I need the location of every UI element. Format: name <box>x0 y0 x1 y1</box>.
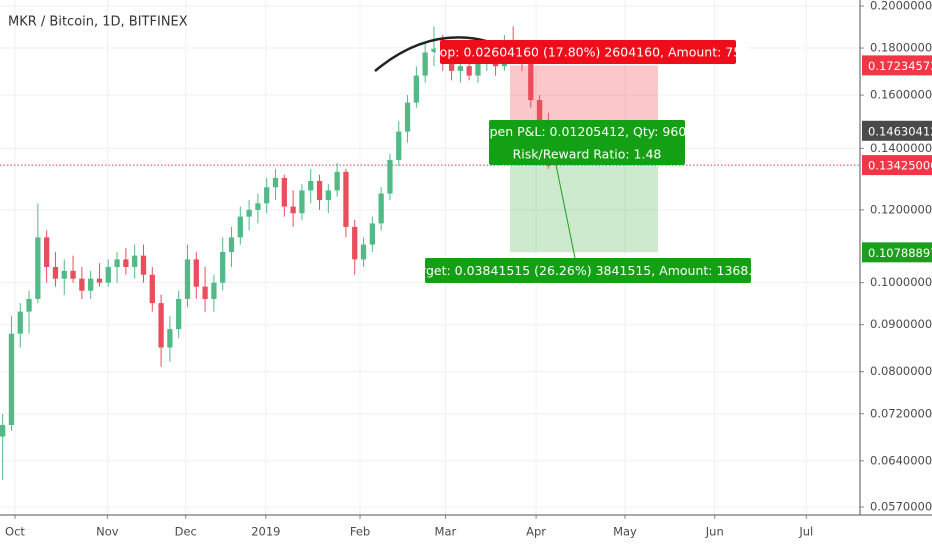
candle-body <box>281 177 287 207</box>
candle-body <box>237 216 243 238</box>
candle-body <box>132 255 138 267</box>
price-label: 0.17234572 <box>868 59 932 73</box>
target-label <box>425 258 751 283</box>
candle-body <box>202 286 208 299</box>
candle-body <box>369 223 375 245</box>
candle-body <box>0 425 6 437</box>
x-tick-label: Apr <box>526 525 546 539</box>
candle-body <box>352 226 358 260</box>
candle-body <box>167 329 173 348</box>
candle-body <box>528 61 534 101</box>
candle-body <box>431 48 437 53</box>
stop-label <box>440 40 736 64</box>
candle-body <box>422 52 428 76</box>
x-tick-label: Oct <box>5 525 25 539</box>
price-label-box <box>862 120 932 141</box>
candle-body <box>88 278 94 291</box>
candle-body <box>404 102 411 132</box>
candle-body <box>105 266 111 283</box>
candle-body <box>193 259 199 287</box>
price-label-box <box>862 242 932 263</box>
candle-body <box>272 177 279 188</box>
price-label: 0.14630412 <box>868 124 932 138</box>
candle-body <box>17 311 23 334</box>
candle-body <box>140 255 147 275</box>
candle-body <box>448 61 455 71</box>
trend-arc <box>374 36 491 72</box>
candle-body <box>360 244 367 260</box>
pnl-label <box>489 120 685 165</box>
candle-body <box>184 259 191 299</box>
x-tick-label: Jun <box>705 525 724 539</box>
candle-body <box>123 259 129 267</box>
candle-body <box>413 75 419 103</box>
x-tick-label: Feb <box>350 525 370 539</box>
candle-body <box>70 270 76 279</box>
x-tick-label: May <box>613 525 637 539</box>
candle-body <box>343 171 349 227</box>
candle-body <box>228 237 235 252</box>
price-label-box <box>862 55 932 76</box>
x-tick-label: Nov <box>96 525 119 539</box>
candle-body <box>149 274 155 304</box>
stop-label-text: Stop: 0.02604160 (17.80%) 2604160, Amoun… <box>427 45 749 60</box>
candle-body <box>466 66 472 76</box>
chart-title: MKR / Bitcoin, 1D, BITFINEX <box>8 15 188 30</box>
x-tick-label: Dec <box>175 525 197 539</box>
candle-body <box>387 159 393 194</box>
candle-body <box>8 333 15 426</box>
candle-body <box>35 237 41 299</box>
candle-body <box>264 187 270 204</box>
candle-body <box>96 278 103 283</box>
candle-body <box>299 190 305 214</box>
candle-body <box>114 259 120 267</box>
x-tick-label: Mar <box>435 525 457 539</box>
candle-body <box>211 282 217 299</box>
candle-body <box>61 270 67 279</box>
candle-body <box>79 278 85 291</box>
candle-body <box>316 181 323 201</box>
x-tick-label: Jul <box>798 525 813 539</box>
candle-body <box>255 203 261 210</box>
candle-body <box>158 303 164 348</box>
y-tick-label: 0.05700000 <box>870 500 932 514</box>
candle-body <box>26 298 32 312</box>
candle-body <box>290 206 296 214</box>
candle-body <box>475 61 481 76</box>
candle-body <box>378 193 384 224</box>
price-label: 0.13425000 <box>868 159 932 173</box>
target-path <box>552 149 576 259</box>
candle-body <box>246 209 252 217</box>
candle-body <box>457 66 464 71</box>
target-label-text: Target: 0.03841515 (26.26%) 3841515, Amo… <box>407 263 768 278</box>
candle-body <box>536 100 543 121</box>
price-label: 0.10788897 <box>868 246 932 260</box>
candle-body <box>325 190 331 201</box>
candle-body <box>44 237 50 267</box>
candle-body <box>220 251 226 283</box>
candle-body <box>176 298 182 330</box>
pnl-label-text: Risk/Reward Ratio: 1.48 <box>513 146 662 161</box>
candle-body <box>334 171 340 191</box>
price-label-box <box>862 155 932 176</box>
candle-body <box>308 181 314 191</box>
pnl-label-text: Open P&L: 0.01205412, Qty: 9600 <box>480 124 695 139</box>
candle-body <box>396 131 402 160</box>
x-tick-label: 2019 <box>251 525 280 539</box>
candle-body <box>52 266 59 279</box>
target-zone <box>510 165 658 253</box>
